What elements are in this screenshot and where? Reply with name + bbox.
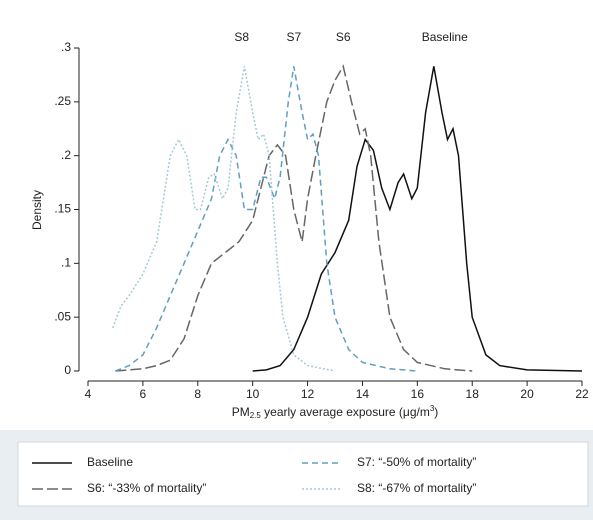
x-tick-label: 14 [356, 387, 370, 401]
y-axis-label: Density [30, 190, 44, 230]
annotation: S7 [286, 30, 301, 44]
x-tick-label: 16 [411, 387, 425, 401]
x-label-part: ) [434, 405, 438, 419]
x-tick-label: 6 [140, 387, 147, 401]
density-line [252, 66, 583, 372]
x-tick-label: 4 [85, 387, 92, 401]
density-line [115, 64, 473, 372]
x-label-part: yearly average exposure (μg/m [261, 405, 430, 419]
legend-label: S6: “-33% of mortality” [87, 481, 206, 495]
x-tick-label: 10 [246, 387, 260, 401]
x-axis-label: PM2.5 yearly average exposure (μg/m3) [232, 404, 439, 420]
y-tick-label: .25 [54, 94, 71, 108]
legend-label: S7: “-50% of mortality” [357, 455, 476, 469]
density-line [111, 66, 336, 372]
legend-label: S8: “-67% of mortality” [357, 481, 476, 495]
x-label-sup: 3 [430, 404, 435, 413]
x-label-part: PM [232, 405, 250, 419]
y-tick-label: .2 [61, 148, 71, 162]
y-tick-label: 0 [64, 363, 71, 377]
density-line [115, 66, 418, 372]
annotation: Baseline [422, 30, 468, 44]
legend-label: Baseline [87, 455, 133, 469]
x-tick-label: 22 [575, 387, 589, 401]
x-tick-label: 12 [301, 387, 315, 401]
x-tick-label: 20 [520, 387, 534, 401]
x-label-sub: 2.5 [250, 411, 262, 420]
y-tick-label: .1 [61, 256, 71, 270]
annotation: S6 [336, 30, 351, 44]
annotation: S8 [234, 30, 249, 44]
y-tick-label: .05 [54, 309, 71, 323]
y-tick-label: .15 [54, 202, 71, 216]
x-tick-label: 18 [466, 387, 480, 401]
legend-box [17, 441, 589, 507]
x-tick-label: 8 [194, 387, 201, 401]
y-tick-label: .3 [61, 40, 71, 54]
plot-region [0, 0, 593, 430]
